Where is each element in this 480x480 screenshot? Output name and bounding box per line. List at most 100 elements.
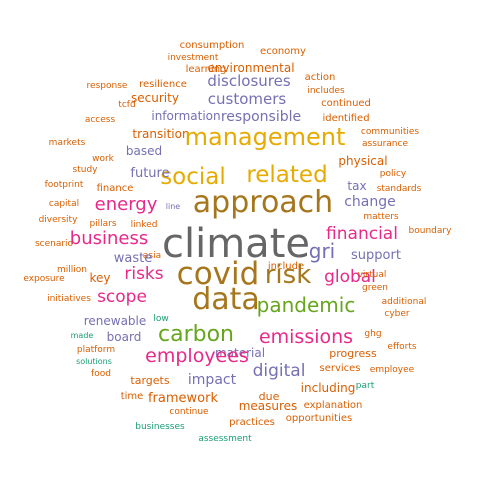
- word-services: services: [319, 363, 360, 374]
- word-study: study: [73, 165, 99, 175]
- word-financial: financial: [326, 224, 398, 244]
- word-time: time: [121, 391, 144, 402]
- word-pandemic: pandemic: [257, 293, 356, 317]
- word-environmental: environmental: [207, 61, 294, 75]
- word-ghg: ghg: [364, 329, 381, 339]
- word-approach: approach: [193, 185, 333, 220]
- word-finance: finance: [97, 183, 134, 194]
- word-diversity: diversity: [39, 215, 78, 225]
- word-efforts: efforts: [387, 342, 416, 352]
- word-energy: energy: [95, 194, 158, 215]
- word-social: social: [160, 164, 226, 190]
- word-capital: capital: [49, 199, 79, 209]
- word-scope: scope: [97, 287, 147, 307]
- word-resilience: resilience: [139, 79, 187, 90]
- word-virtual: virtual: [358, 270, 387, 280]
- word-pillars: pillars: [89, 219, 116, 229]
- word-climate: climate: [162, 221, 310, 267]
- word-matters: matters: [363, 212, 399, 222]
- word-learning: learning: [186, 64, 227, 75]
- word-targets: targets: [130, 374, 169, 387]
- word-asia: asia: [143, 251, 161, 261]
- word-based: based: [126, 144, 162, 158]
- word-made: made: [71, 331, 94, 340]
- word-responsible: responsible: [221, 109, 301, 125]
- word-low: low: [153, 314, 168, 324]
- word-impact: impact: [188, 372, 237, 388]
- word-due: due: [259, 390, 280, 403]
- word-transition: transition: [132, 127, 189, 141]
- word-risks: risks: [124, 264, 163, 284]
- word-change: change: [344, 194, 396, 210]
- word-work: work: [92, 154, 115, 164]
- word-key: key: [89, 271, 110, 285]
- word-material: material: [215, 346, 265, 360]
- word-risk: risk: [265, 260, 312, 290]
- word-economy: economy: [260, 46, 306, 57]
- word-cyber: cyber: [384, 309, 410, 319]
- word-exposure: exposure: [23, 274, 65, 284]
- word-business: business: [70, 228, 148, 249]
- word-information: information: [151, 109, 220, 123]
- word-digital: digital: [253, 361, 306, 381]
- word-explanation: explanation: [304, 400, 363, 411]
- word-including: including: [301, 381, 356, 395]
- word-carbon: carbon: [158, 322, 234, 347]
- word-access: access: [85, 115, 116, 125]
- word-million: million: [57, 265, 87, 275]
- word-food: food: [91, 369, 111, 379]
- word-waste: waste: [114, 251, 152, 266]
- word-footprint: footprint: [45, 180, 84, 190]
- word-line: line: [166, 202, 181, 211]
- word-support: support: [351, 248, 401, 263]
- word-include: include: [268, 261, 304, 272]
- word-management: management: [185, 123, 346, 151]
- word-standards: standards: [377, 184, 422, 194]
- word-consumption: consumption: [180, 40, 245, 51]
- word-investment: investment: [168, 53, 219, 63]
- word-assurance: assurance: [362, 139, 408, 149]
- word-gri: gri: [309, 239, 335, 263]
- word-tax: tax: [347, 179, 366, 193]
- word-solutions: solutions: [76, 357, 112, 366]
- word-scenario: scenario: [35, 239, 74, 249]
- word-boundary: boundary: [409, 226, 453, 236]
- word-tcfd: tcfd: [118, 100, 135, 110]
- word-progress: progress: [329, 347, 377, 360]
- word-businesses: businesses: [135, 422, 185, 432]
- word-emissions: emissions: [259, 326, 353, 348]
- word-security: security: [131, 91, 179, 105]
- word-customers: customers: [208, 90, 287, 108]
- word-opportunities: opportunities: [286, 413, 352, 424]
- word-continue: continue: [169, 407, 209, 417]
- word-board: board: [107, 330, 142, 344]
- word-continued: continued: [321, 98, 371, 109]
- word-policy: policy: [380, 169, 407, 179]
- word-employees: employees: [145, 345, 249, 367]
- word-physical: physical: [338, 154, 387, 168]
- word-response: response: [87, 81, 128, 91]
- word-part: part: [356, 381, 375, 391]
- word-linked: linked: [131, 220, 158, 230]
- word-communities: communities: [361, 127, 419, 137]
- word-global: global: [324, 267, 376, 287]
- word-data: data: [192, 282, 260, 317]
- word-disclosures: disclosures: [207, 72, 290, 90]
- word-additional: additional: [382, 297, 427, 307]
- word-measures: measures: [239, 399, 298, 413]
- word-future: future: [130, 166, 169, 181]
- word-platform: platform: [77, 345, 115, 355]
- word-assessment: assessment: [198, 434, 252, 444]
- word-renewable: renewable: [84, 314, 147, 328]
- word-includes: includes: [307, 86, 345, 96]
- word-practices: practices: [229, 417, 275, 428]
- word-employee: employee: [370, 365, 415, 375]
- word-related: related: [246, 162, 327, 188]
- word-initiatives: initiatives: [47, 294, 91, 304]
- word-action: action: [305, 72, 336, 83]
- word-identified: identified: [322, 113, 369, 124]
- word-covid: covid: [177, 256, 260, 292]
- word-markets: markets: [49, 138, 86, 148]
- word-framework: framework: [148, 391, 218, 406]
